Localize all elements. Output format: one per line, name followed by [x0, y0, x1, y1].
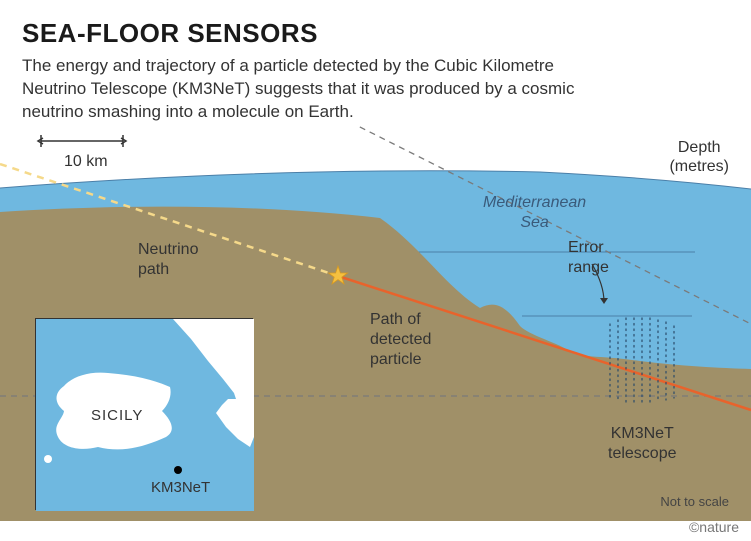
telescope-label: KM3NeTtelescope — [608, 424, 677, 464]
sea-label: MediterraneanSea — [483, 193, 586, 233]
subtitle: The energy and trajectory of a particle … — [22, 55, 582, 124]
km3net-inset-label: KM3NeT — [151, 479, 210, 496]
km3net-dot-icon — [174, 466, 182, 474]
neutrino-path-label: Neutrinopath — [138, 240, 198, 280]
particle-path-label: Path ofdetectedparticle — [370, 310, 431, 370]
title: SEA-FLOOR SENSORS — [22, 18, 729, 49]
error-range-label: Errorrange — [568, 238, 609, 278]
inset-map: SICILY KM3NeT — [35, 318, 253, 510]
not-to-scale-label: Not to scale — [660, 494, 729, 509]
sicily-label: SICILY — [91, 407, 143, 424]
credit-label: ©nature — [689, 519, 739, 535]
